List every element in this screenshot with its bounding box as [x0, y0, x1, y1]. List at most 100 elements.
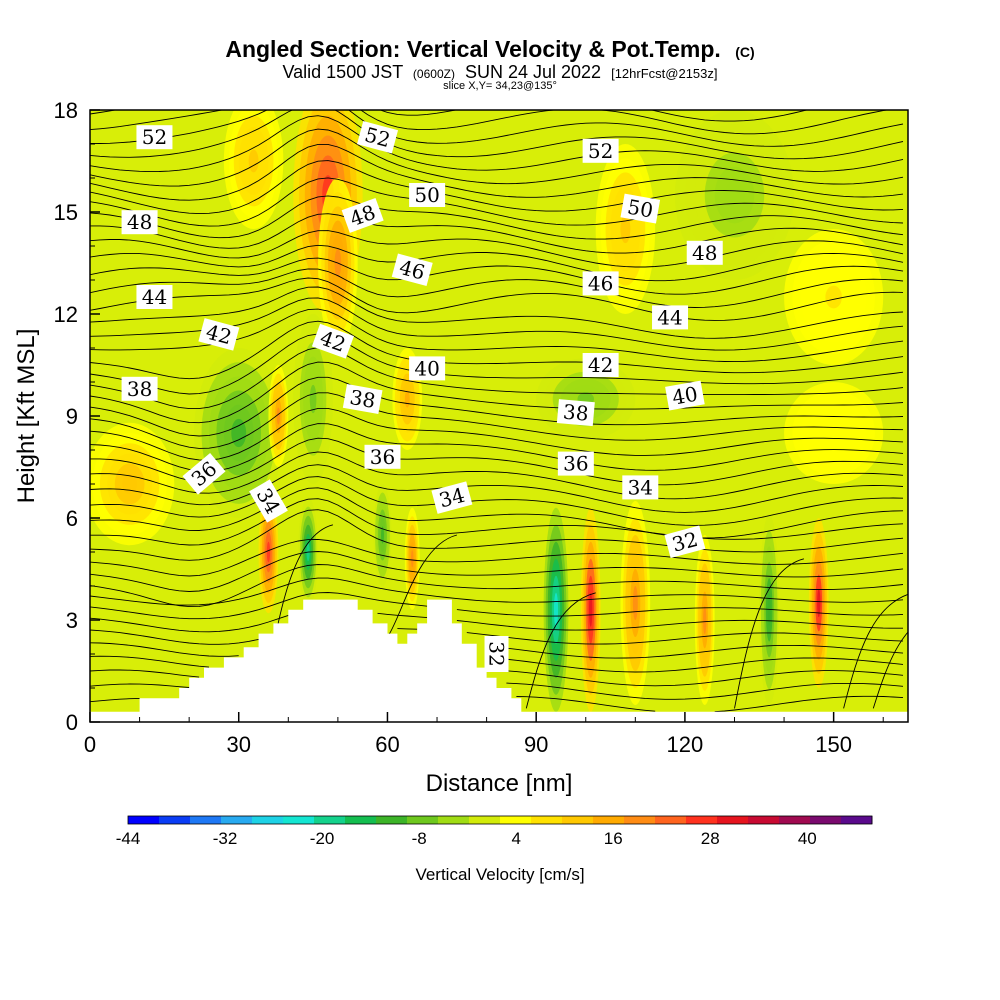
colorbar-tick-label: -20 — [310, 829, 335, 848]
theta-contour-line — [90, 128, 904, 187]
velocity-cell-band — [276, 407, 281, 425]
velocity-cell-band — [122, 473, 138, 495]
contour-label-text: 32 — [485, 641, 509, 666]
contour-label: 44 — [652, 305, 689, 330]
x-tick-label: 120 — [667, 732, 704, 757]
svg-text:Angled Section: Vertical Veloc: Angled Section: Vertical Velocity & Pot.… — [225, 36, 754, 62]
velocity-cell-band — [309, 384, 317, 414]
velocity-cell — [784, 229, 884, 365]
x-axis: 0 30 60 90 120 150 — [84, 712, 884, 757]
velocity-cell-band — [553, 592, 559, 627]
theta-contour-line — [872, 631, 908, 709]
colorbar-swatch — [717, 816, 749, 824]
contour-label-box — [311, 323, 354, 359]
theta-contour-line — [90, 347, 904, 410]
colorbar-tick-label: 16 — [604, 829, 623, 848]
velocity-cell — [268, 365, 289, 467]
theta-contour-line — [90, 333, 904, 395]
velocity-cell-band — [724, 180, 745, 210]
theta-contour-line — [90, 177, 904, 227]
contour-label: 38 — [121, 376, 158, 401]
theta-contour-line — [90, 230, 904, 268]
contour-label: 36 — [182, 453, 226, 495]
contour-label-box — [364, 444, 401, 469]
colorbar-swatch — [283, 816, 315, 824]
contour-label-box — [341, 197, 384, 233]
theta-contour-line — [90, 268, 904, 308]
contour-label: 34 — [622, 475, 659, 500]
colorbar-swatch — [686, 816, 718, 824]
contour-label: 52 — [136, 125, 173, 150]
theta-contour-line — [90, 695, 904, 713]
contour-label-box — [342, 384, 383, 414]
theta-contour-line — [90, 612, 903, 633]
x-axis-title: Distance [nm] — [426, 770, 573, 797]
theta-contour-line — [90, 487, 904, 539]
valid-time: Valid 1500 JST — [282, 62, 403, 82]
contour-label-text: 44 — [142, 285, 167, 309]
y-tick-label: 15 — [54, 200, 78, 225]
colorbar-swatch — [252, 816, 284, 824]
theta-contour-line — [90, 392, 904, 449]
colorbar-title: Vertical Velocity [cm/s] — [415, 865, 584, 884]
colorbar-tick-label: -32 — [213, 829, 238, 848]
y-tick-label: 12 — [54, 302, 78, 327]
velocity-cell-band — [632, 586, 638, 620]
colorbar-swatch — [531, 816, 563, 824]
contour-label-box — [391, 253, 433, 287]
theta-contour-line — [90, 286, 904, 339]
terrain-mask — [90, 599, 908, 722]
contour-label-box — [665, 380, 705, 411]
contour-label-text: 46 — [588, 271, 613, 295]
colorbar-swatch — [190, 816, 222, 824]
velocity-cell-band — [231, 418, 247, 448]
theta-contour-line — [734, 558, 805, 709]
theta-contour-line — [90, 669, 904, 687]
velocity-cell-band — [248, 149, 259, 173]
theta-contour-line — [843, 594, 908, 709]
contour-label: 50 — [409, 183, 446, 207]
colorbar-swatch — [407, 816, 439, 824]
theta-contour-line — [90, 407, 904, 461]
theta-contour-line — [90, 423, 904, 472]
contour-label-box — [557, 451, 594, 476]
theta-contour-line — [90, 682, 904, 700]
velocity-cell — [543, 507, 569, 712]
contour-label-box — [409, 183, 446, 207]
contour-label: 42 — [582, 353, 619, 377]
theta-contour-line — [90, 592, 904, 620]
colorbar-swatch — [562, 816, 594, 824]
contour-label: 36 — [557, 451, 594, 476]
velocity-cell-band — [404, 390, 410, 408]
theta-contour-line — [90, 110, 904, 160]
y-tick-label: 9 — [66, 404, 78, 429]
theta-contour-line — [90, 476, 904, 526]
contour-label: 32 — [484, 636, 509, 672]
contour-label-box — [582, 271, 619, 296]
colorbar-swatch — [810, 816, 842, 824]
contour-label-box — [622, 475, 659, 500]
chart-title-block: Angled Section: Vertical Velocity & Pot.… — [225, 36, 754, 92]
svg-text:Valid 1500 JST (0600Z): Valid 1500 JST (0600Z) SUN 24 Jul 2022 [… — [282, 62, 717, 82]
theta-contour-line — [90, 642, 904, 659]
colorbar-swatch — [469, 816, 501, 824]
velocity-cell — [223, 110, 284, 229]
y-tick-label: 18 — [54, 98, 78, 123]
y-tick-label: 6 — [66, 506, 78, 531]
colorbar-swatch — [438, 816, 470, 824]
theta-contour-line — [90, 277, 904, 321]
colorbar-tick-label: 28 — [701, 829, 720, 848]
contour-label-box — [249, 479, 288, 523]
contour-label-text: 38 — [348, 385, 377, 413]
theta-contour-line — [90, 110, 809, 122]
contour-label-text: 42 — [588, 353, 613, 377]
theta-contour-line — [90, 498, 904, 546]
velocity-cell-band — [411, 550, 414, 568]
theta-contour-line — [90, 538, 904, 577]
x-tick-label: 90 — [524, 732, 548, 757]
contour-label-text: 38 — [127, 377, 152, 401]
y-tick-label: 3 — [66, 608, 78, 633]
theta-contour-line — [90, 320, 904, 380]
